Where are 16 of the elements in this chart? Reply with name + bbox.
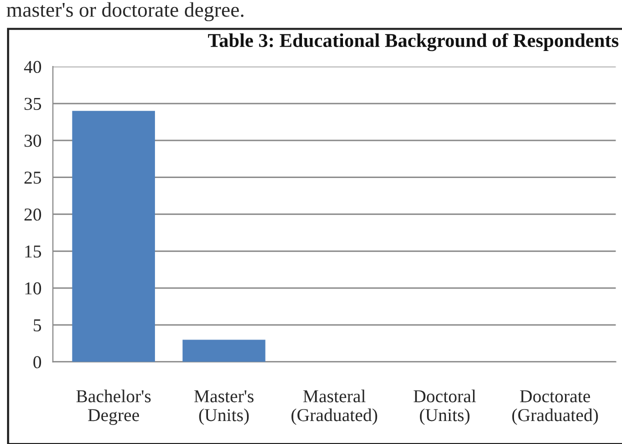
y-tick-label: 30 (24, 134, 42, 147)
y-tick-label: 35 (24, 98, 42, 110)
y-tick-label: 40 (24, 60, 42, 74)
y-tick-label: 15 (25, 245, 42, 258)
x-tick-label: Doctoral (Units) (414, 390, 476, 425)
y-tick-label: 25 (24, 172, 42, 184)
text: master's or doctorate degree. (6, 2, 244, 22)
x-tick-label: Master's (Units) (194, 390, 254, 425)
x-tick-label: Doctorate (Graduated) (512, 390, 598, 425)
y-tick-label: 0 (33, 356, 42, 368)
chart-title: Table 3: Educational Background of Respondents (208, 33, 618, 52)
y-tick-label: 5 (34, 319, 42, 332)
x-tick-label: Bachelor's Degree (76, 390, 151, 425)
y-tick-label: 10 (25, 282, 42, 294)
x-tick-label: Masteral (Graduated) (292, 390, 378, 425)
y-tick-label: 20 (24, 208, 42, 221)
